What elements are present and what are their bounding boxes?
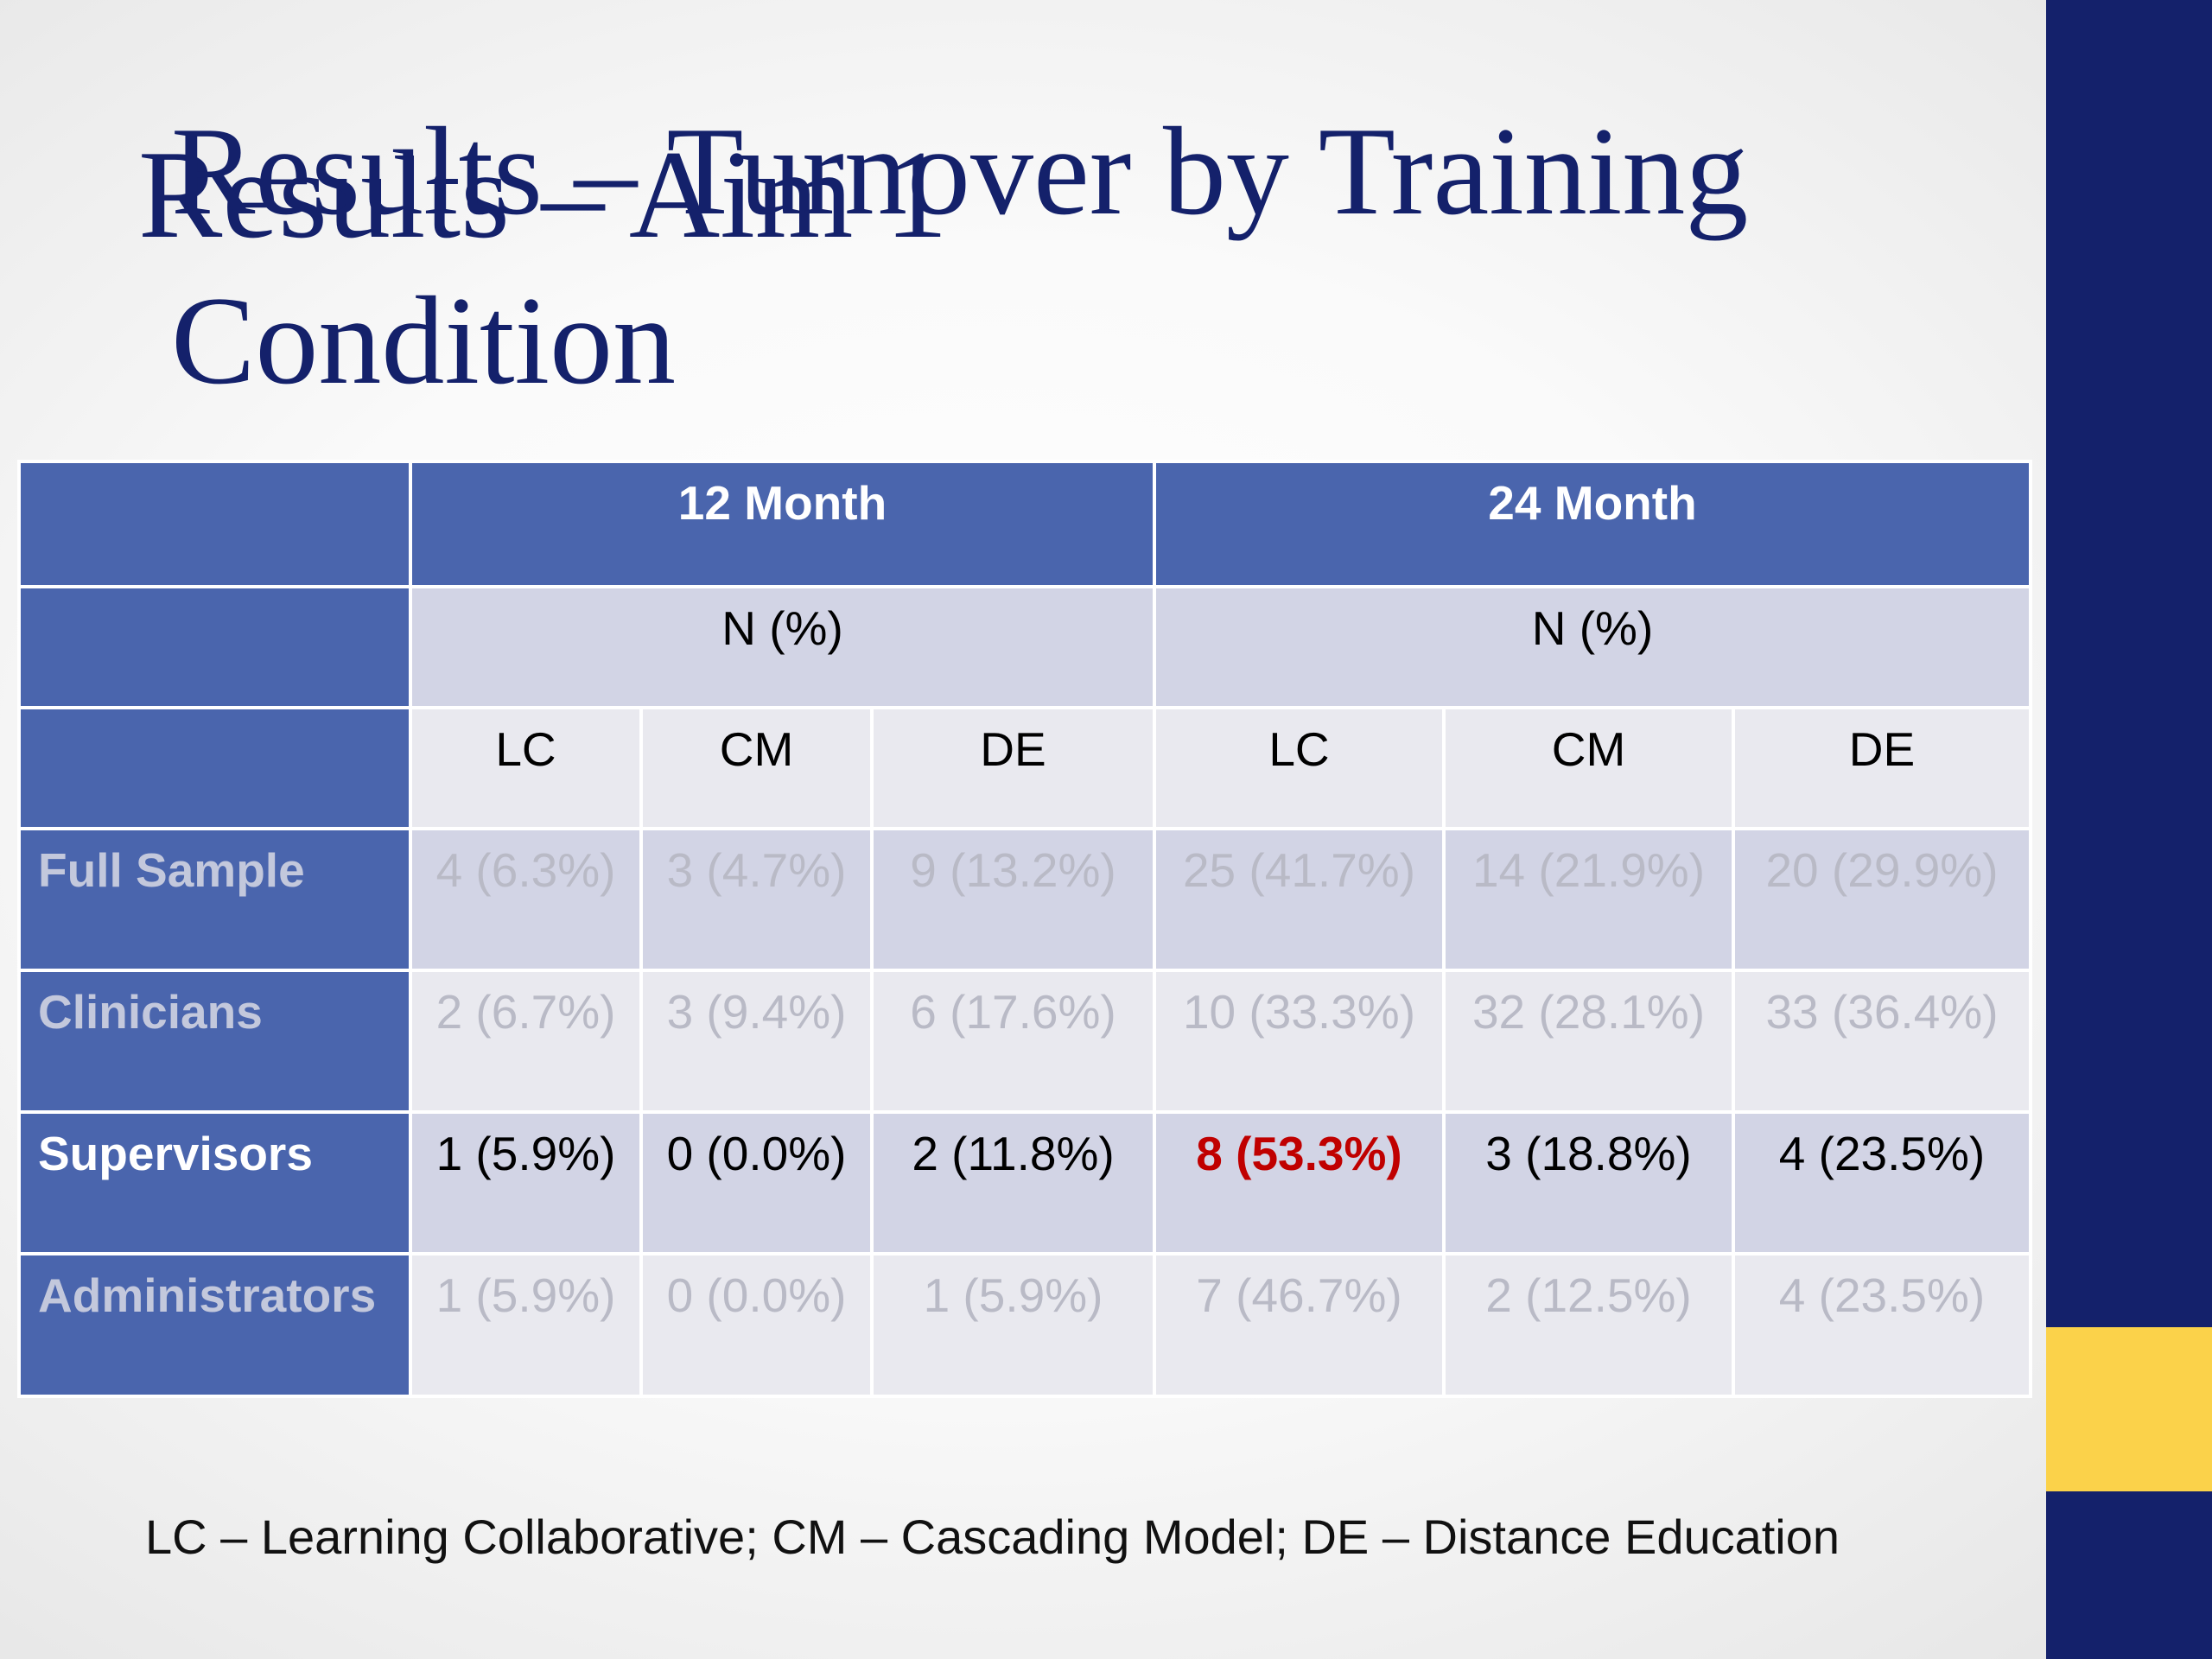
slide-title-line1: Results – Turnover by Training — [171, 101, 1749, 241]
row-label: Supervisors — [17, 1110, 412, 1255]
table-row: Supervisors 1 (5.9%) 0 (0.0%) 2 (11.8%) … — [17, 1110, 2032, 1255]
table-cell: 3 (4.7%) — [639, 827, 874, 972]
condition-header: LC — [409, 706, 643, 830]
condition-header: LC — [1153, 706, 1446, 830]
period-header-12-month: 12 Month — [409, 460, 1156, 588]
condition-header: CM — [639, 706, 874, 830]
condition-header: CM — [1442, 706, 1735, 830]
table-cell: 10 (33.3%) — [1153, 969, 1446, 1114]
table-cell: 2 (6.7%) — [409, 969, 643, 1114]
footnote: LC – Learning Collaborative; CM – Cascad… — [145, 1510, 1840, 1564]
table-cell-highlight: 8 (53.3%) — [1153, 1110, 1446, 1255]
table-cell: 25 (41.7%) — [1153, 827, 1446, 972]
table-cell: 0 (0.0%) — [639, 1252, 874, 1398]
table-cell: 4 (6.3%) — [409, 827, 643, 972]
table-cell: 1 (5.9%) — [409, 1252, 643, 1398]
side-accent — [2046, 1327, 2212, 1491]
measure-header: N (%) — [1153, 585, 2032, 709]
row-label: Clinicians — [17, 969, 412, 1114]
measure-header: N (%) — [409, 585, 1156, 709]
table-cell: 9 (13.2%) — [870, 827, 1156, 972]
table-row: Clinicians 2 (6.7%) 3 (9.4%) 6 (17.6%) 1… — [17, 969, 2032, 1114]
slide-title-underlay: Results – Aim 1 — [138, 124, 948, 264]
table-cell: 3 (9.4%) — [639, 969, 874, 1114]
table-cell: 32 (28.1%) — [1442, 969, 1735, 1114]
condition-header: DE — [870, 706, 1156, 830]
table-row: Full Sample 4 (6.3%) 3 (4.7%) 9 (13.2%) … — [17, 827, 2032, 972]
table-cell: 1 (5.9%) — [409, 1110, 643, 1255]
corner-cell — [17, 706, 412, 830]
table-cell: 7 (46.7%) — [1153, 1252, 1446, 1398]
table-cell: 6 (17.6%) — [870, 969, 1156, 1114]
corner-cell — [17, 585, 412, 709]
table-cell: 4 (23.5%) — [1732, 1110, 2032, 1255]
slide-title-line2: Condition — [171, 270, 677, 410]
table-cell: 2 (11.8%) — [870, 1110, 1156, 1255]
table-cell: 1 (5.9%) — [870, 1252, 1156, 1398]
table-row: Administrators 1 (5.9%) 0 (0.0%) 1 (5.9%… — [17, 1252, 2032, 1398]
table-cell: 4 (23.5%) — [1732, 1252, 2032, 1398]
row-label: Administrators — [17, 1252, 412, 1398]
table-cell: 14 (21.9%) — [1442, 827, 1735, 972]
row-label: Full Sample — [17, 827, 412, 972]
table-cell: 0 (0.0%) — [639, 1110, 874, 1255]
turnover-table: 12 Month 24 Month N (%) N (%) LC CM DE L… — [17, 460, 2032, 1398]
corner-cell — [17, 460, 412, 588]
table-cell: 2 (12.5%) — [1442, 1252, 1735, 1398]
table-cell: 20 (29.9%) — [1732, 827, 2032, 972]
condition-header: DE — [1732, 706, 2032, 830]
period-header-24-month: 24 Month — [1153, 460, 2032, 588]
table-cell: 3 (18.8%) — [1442, 1110, 1735, 1255]
slide-title: Results – Turnover by Training Condition — [171, 86, 1748, 425]
table-cell: 33 (36.4%) — [1732, 969, 2032, 1114]
